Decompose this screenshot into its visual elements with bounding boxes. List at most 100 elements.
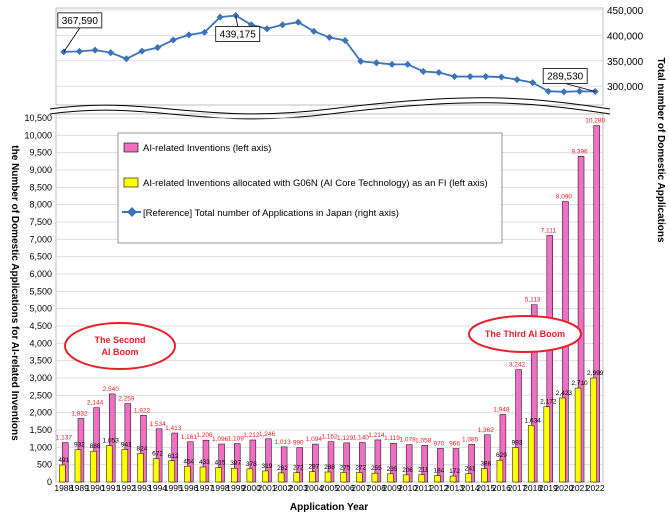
left-tick-label: 10,000 xyxy=(24,130,52,140)
bar-label-ai-inventions: 1,129 xyxy=(337,435,354,442)
bar-label-g06n-inventions: 454 xyxy=(183,458,194,465)
left-tick-label: 3,500 xyxy=(29,356,52,366)
bar-label-g06n-inventions: 297 xyxy=(308,464,319,471)
line-marker xyxy=(373,59,380,66)
bar-g06n-inventions xyxy=(450,476,456,482)
x-axis-ticks: 1988198919901991199219931994199519961997… xyxy=(54,483,605,493)
bar-g06n-inventions xyxy=(325,472,331,482)
bar-label-g06n-inventions: 172 xyxy=(449,468,460,475)
bar-label-ai-inventions: 1,534 xyxy=(149,421,166,428)
bar-g06n-inventions xyxy=(263,471,269,482)
left-tick-label: 9,500 xyxy=(29,148,52,158)
bar-label-ai-inventions: 970 xyxy=(433,440,444,447)
line-marker xyxy=(123,55,130,62)
bar-label-g06n-inventions: 262 xyxy=(277,465,288,472)
bar-label-ai-inventions: 1,058 xyxy=(415,437,432,444)
legend-label-yellow: AI-related Inventions allocated with G06… xyxy=(143,178,488,189)
callout-text: 439,175 xyxy=(220,29,257,40)
left-tick-label: 2,000 xyxy=(29,408,52,418)
bar-g06n-inventions xyxy=(169,461,175,482)
bar-g06n-inventions xyxy=(544,407,550,482)
bar-g06n-inventions xyxy=(309,472,315,482)
left-tick-label: 0 xyxy=(47,477,52,487)
left-tick-label: 7,500 xyxy=(29,217,52,227)
bar-g06n-inventions xyxy=(356,473,362,482)
chart-root: 1,1374911,8329322,1448882,5401,0532,2599… xyxy=(0,0,669,515)
bar-label-ai-inventions: 1,362 xyxy=(478,427,495,434)
right-tick-label: 350,000 xyxy=(607,57,644,68)
line-marker xyxy=(154,44,161,51)
left-tick-label: 4,000 xyxy=(29,338,52,348)
bar-label-ai-inventions: 8,090 xyxy=(556,194,573,201)
line-marker xyxy=(92,47,99,54)
left-tick-label: 1,500 xyxy=(29,425,52,435)
bar-g06n-inventions xyxy=(75,450,81,482)
line-marker xyxy=(560,88,567,95)
legend-swatch-yellow xyxy=(124,178,138,187)
bar-g06n-inventions xyxy=(341,472,347,482)
bar-label-ai-inventions: 1,096 xyxy=(212,436,229,443)
bar-label-ai-inventions: 1,413 xyxy=(165,425,182,432)
bar-g06n-inventions xyxy=(528,425,534,482)
line-marker xyxy=(420,68,427,75)
bar-g06n-inventions xyxy=(559,398,565,482)
left-tick-label: 5,000 xyxy=(29,304,52,314)
legend: AI-related Inventions (left axis) AI-rel… xyxy=(118,133,502,243)
bar-label-g06n-inventions: 2,710 xyxy=(571,380,588,387)
bar-g06n-inventions xyxy=(497,460,503,482)
x-axis-title: Application Year xyxy=(290,502,368,513)
bar-g06n-inventions xyxy=(434,476,440,482)
bar-g06n-inventions xyxy=(419,475,425,482)
bar-label-g06n-inventions: 255 xyxy=(371,465,382,472)
bar-label-ai-inventions: 1,094 xyxy=(306,436,323,443)
bar-label-g06n-inventions: 1,634 xyxy=(525,417,542,424)
bar-g06n-inventions xyxy=(247,469,253,482)
bar-g06n-inventions xyxy=(91,451,97,482)
bar-label-ai-inventions: 1,119 xyxy=(384,435,400,442)
bar-g06n-inventions xyxy=(294,473,300,482)
left-tick-label: 8,500 xyxy=(29,182,52,192)
left-tick-label: 5,500 xyxy=(29,286,52,296)
bar-label-ai-inventions: 1,206 xyxy=(196,432,213,439)
y2-axis-title: Total number of Domestic Applications xyxy=(655,57,666,242)
bar-label-g06n-inventions: 824 xyxy=(137,445,148,452)
bar-label-g06n-inventions: 612 xyxy=(168,453,179,460)
line-marker xyxy=(326,34,333,41)
bar-label-ai-inventions: 1,214 xyxy=(368,432,385,439)
annotation-ellipse xyxy=(65,323,175,369)
line-marker xyxy=(467,73,474,80)
bar-g06n-inventions xyxy=(137,453,143,482)
bar-label-ai-inventions: 9,396 xyxy=(571,148,588,155)
bar-g06n-inventions xyxy=(575,388,581,482)
legend-swatch-pink xyxy=(124,143,138,152)
bar-label-g06n-inventions: 491 xyxy=(58,457,69,464)
bar-label-g06n-inventions: 275 xyxy=(340,464,351,471)
bar-label-g06n-inventions: 941 xyxy=(121,441,132,448)
bar-label-ai-inventions: 1,162 xyxy=(321,434,338,441)
callout-text: 289,530 xyxy=(547,72,584,83)
annotation-second-ai-boom: The Second AI Boom xyxy=(65,323,175,369)
left-tick-label: 7,000 xyxy=(29,234,52,244)
left-axis-ticks: 05001,0001,5002,0002,5003,0003,5004,0004… xyxy=(24,113,52,487)
line-marker xyxy=(279,21,286,28)
line-marker xyxy=(482,73,489,80)
bar-label-ai-inventions: 7,111 xyxy=(541,227,557,234)
line-marker xyxy=(138,48,145,55)
bar-label-g06n-inventions: 378 xyxy=(246,461,257,468)
bar-g06n-inventions xyxy=(122,449,128,482)
bar-label-g06n-inventions: 397 xyxy=(230,460,241,467)
bar-g06n-inventions xyxy=(513,448,519,482)
left-tick-label: 3,000 xyxy=(29,373,52,383)
line-marker xyxy=(529,79,536,86)
bar-label-g06n-inventions: 888 xyxy=(90,443,101,450)
bar-label-ai-inventions: 1,085 xyxy=(462,436,479,443)
series-total-applications xyxy=(60,12,598,95)
bar-label-g06n-inventions: 672 xyxy=(152,451,163,458)
left-tick-label: 2,500 xyxy=(29,390,52,400)
bar-label-g06n-inventions: 241 xyxy=(465,466,476,473)
bar-g06n-inventions xyxy=(466,474,472,482)
bar-g06n-inventions xyxy=(278,473,284,482)
bar-label-ai-inventions: 1,140 xyxy=(353,434,370,441)
left-tick-label: 9,000 xyxy=(29,165,52,175)
left-tick-label: 4,500 xyxy=(29,321,52,331)
